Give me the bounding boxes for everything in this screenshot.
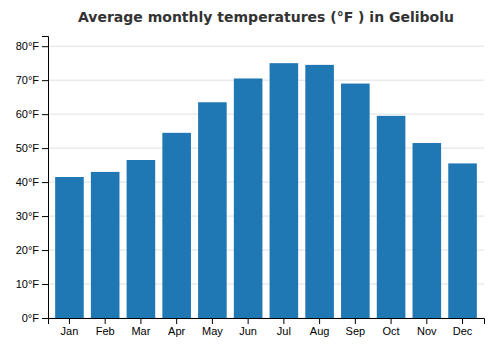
grid-line — [48, 114, 484, 115]
y-tick-label: 60°F — [16, 108, 40, 120]
bar — [198, 102, 227, 318]
x-tick-label: May — [202, 325, 223, 337]
y-axis-line — [42, 37, 49, 319]
x-tick-label: Jul — [277, 325, 291, 337]
x-tick-mark — [319, 318, 320, 324]
y-tick: 60°F — [16, 108, 48, 120]
y-tick: 50°F — [16, 142, 48, 154]
x-axis-line — [49, 319, 485, 325]
chart: Jan Feb Mar Apr May Jun Jul Aug Sep Oct Nov Dec 0°F 1… — [0, 0, 500, 350]
grid-line — [48, 46, 484, 47]
x-tick: May — [202, 318, 223, 337]
y-tick-label: 0°F — [22, 312, 40, 324]
x-tick: Jul — [277, 318, 291, 337]
y-tick-mark — [42, 46, 48, 47]
y-tick-label: 30°F — [16, 210, 40, 222]
y-tick-label: 80°F — [16, 40, 40, 52]
x-tick: Nov — [417, 318, 437, 337]
y-tick: 80°F — [16, 40, 48, 52]
y-tick-mark — [42, 216, 48, 217]
y-tick-label: 70°F — [16, 74, 40, 86]
x-tick: Dec — [453, 318, 473, 337]
bar — [341, 84, 370, 318]
x-tick-mark — [212, 318, 213, 324]
x-tick-mark — [462, 318, 463, 324]
bar — [377, 116, 406, 318]
y-tick-label: 20°F — [16, 244, 40, 256]
x-tick: Sep — [346, 318, 366, 337]
x-tick-label: Feb — [96, 325, 115, 337]
y-tick-mark — [42, 250, 48, 251]
y-tick: 10°F — [16, 278, 48, 290]
x-tick-mark — [355, 318, 356, 324]
x-tick-label: Aug — [310, 325, 330, 337]
plot-area: Jan Feb Mar Apr May Jun Jul Aug Sep Oct Nov Dec 0°F 1… — [16, 37, 485, 337]
y-tick: 70°F — [16, 74, 48, 86]
y-tick: 20°F — [16, 244, 48, 256]
bar — [55, 177, 84, 318]
x-tick-mark — [391, 318, 392, 324]
y-tick: 40°F — [16, 176, 48, 188]
bar — [127, 160, 156, 318]
bar — [162, 133, 191, 318]
y-tick-label: 40°F — [16, 176, 40, 188]
x-tick-label: Mar — [131, 325, 150, 337]
y-tick-mark — [42, 148, 48, 149]
x-tick: Apr — [168, 318, 185, 337]
x-tick: Mar — [131, 318, 150, 337]
x-tick-label: Sep — [346, 325, 366, 337]
bar — [413, 143, 442, 318]
x-tick-mark — [105, 318, 106, 324]
y-tick-mark — [42, 182, 48, 183]
x-tick: Oct — [383, 318, 400, 337]
x-axis: Jan Feb Mar Apr May Jun Jul Aug Sep Oct Nov Dec — [49, 318, 485, 337]
bar — [270, 63, 299, 318]
y-tick: 30°F — [16, 210, 48, 222]
y-axis: 0°F 10°F 20°F 30°F 40°F 50°F 60°F 70°F 80°F — [16, 37, 49, 325]
x-tick: Jun — [239, 318, 257, 337]
bar — [234, 78, 263, 318]
y-tick-label: 50°F — [16, 142, 40, 154]
y-tick-mark — [42, 114, 48, 115]
y-tick-label: 10°F — [16, 278, 40, 290]
x-tick-mark — [176, 318, 177, 324]
x-tick-label: Jun — [239, 325, 257, 337]
x-tick-mark — [283, 318, 284, 324]
bars — [55, 63, 477, 318]
x-tick: Feb — [96, 318, 115, 337]
x-tick-mark — [426, 318, 427, 324]
x-tick: Jan — [61, 318, 79, 337]
bar — [448, 163, 477, 318]
bar — [91, 172, 120, 318]
y-tick: 0°F — [22, 312, 48, 324]
x-tick: Aug — [310, 318, 330, 337]
x-tick-mark — [140, 318, 141, 324]
x-tick-mark — [69, 318, 70, 324]
x-tick-label: Dec — [453, 325, 473, 337]
grid — [48, 46, 484, 318]
x-tick-label: Jan — [61, 325, 79, 337]
grid-line — [48, 80, 484, 81]
y-tick-mark — [42, 284, 48, 285]
x-tick-mark — [248, 318, 249, 324]
x-tick-label: Oct — [383, 325, 400, 337]
y-tick-mark — [42, 318, 48, 319]
x-tick-label: Nov — [417, 325, 437, 337]
title: Average monthly temperatures (°F ) in Ge… — [78, 9, 454, 25]
x-tick-label: Apr — [168, 325, 185, 337]
bar — [305, 65, 334, 318]
y-tick-mark — [42, 80, 48, 81]
